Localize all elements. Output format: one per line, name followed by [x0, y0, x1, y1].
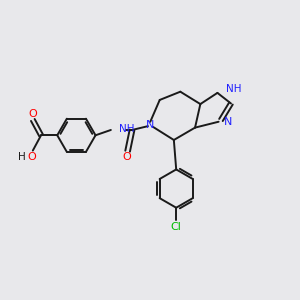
Text: N: N — [224, 117, 232, 127]
Text: H: H — [18, 152, 26, 162]
Text: NH: NH — [119, 124, 135, 134]
Text: Cl: Cl — [171, 222, 182, 232]
Text: O: O — [28, 109, 37, 119]
Text: N: N — [146, 120, 154, 130]
Text: O: O — [122, 152, 131, 162]
Text: O: O — [28, 152, 37, 162]
Text: NH: NH — [226, 84, 241, 94]
